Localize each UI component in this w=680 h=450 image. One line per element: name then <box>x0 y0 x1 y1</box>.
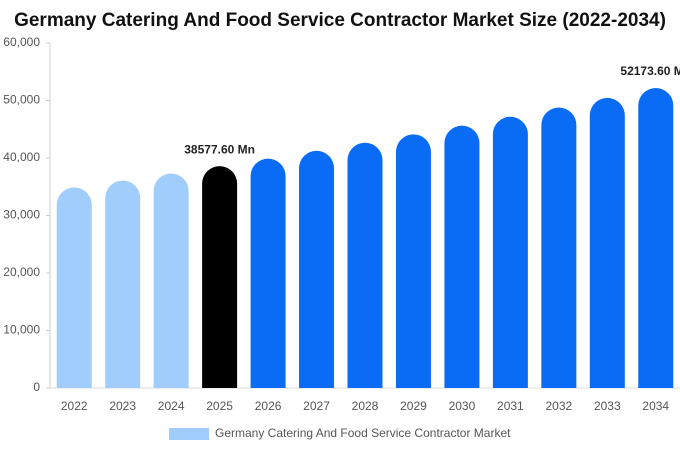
y-tick-label: 40,000 <box>3 150 40 164</box>
legend-swatch <box>169 428 209 440</box>
x-tick-label: 2024 <box>158 399 185 413</box>
legend-label: Germany Catering And Food Service Contra… <box>215 426 511 440</box>
bar <box>299 150 335 388</box>
bar <box>105 180 141 388</box>
x-tick-label: 2023 <box>109 399 136 413</box>
x-tick-label: 2030 <box>449 399 476 413</box>
y-tick-label: 10,000 <box>3 323 40 337</box>
x-tick-label: 2032 <box>545 399 572 413</box>
x-tick-label: 2027 <box>303 399 330 413</box>
bar <box>444 125 480 388</box>
value-label: 38577.60 Mn <box>184 142 255 156</box>
x-tick-label: 2028 <box>352 399 379 413</box>
bar <box>638 88 674 388</box>
x-tick-label: 2025 <box>206 399 233 413</box>
y-tick-label: 50,000 <box>3 93 40 107</box>
bar <box>250 158 286 388</box>
x-tick-label: 2034 <box>642 399 669 413</box>
y-tick-label: 0 <box>33 380 40 394</box>
y-tick-label: 60,000 <box>3 35 40 49</box>
bar <box>202 166 238 388</box>
bar <box>541 107 577 388</box>
bar <box>153 173 189 388</box>
bar <box>395 134 431 388</box>
y-tick-label: 30,000 <box>3 208 40 222</box>
value-label: 52173.60 Mn <box>620 64 680 78</box>
y-tick-label: 20,000 <box>3 265 40 279</box>
x-tick-label: 2031 <box>497 399 524 413</box>
bar <box>56 187 92 388</box>
bar <box>347 142 383 388</box>
chart-title: Germany Catering And Food Service Contra… <box>14 10 666 31</box>
bar <box>589 97 625 388</box>
bar <box>492 116 528 389</box>
x-tick-label: 2026 <box>255 399 282 413</box>
x-tick-label: 2022 <box>61 399 88 413</box>
x-tick-label: 2029 <box>400 399 427 413</box>
x-tick-label: 2033 <box>594 399 621 413</box>
